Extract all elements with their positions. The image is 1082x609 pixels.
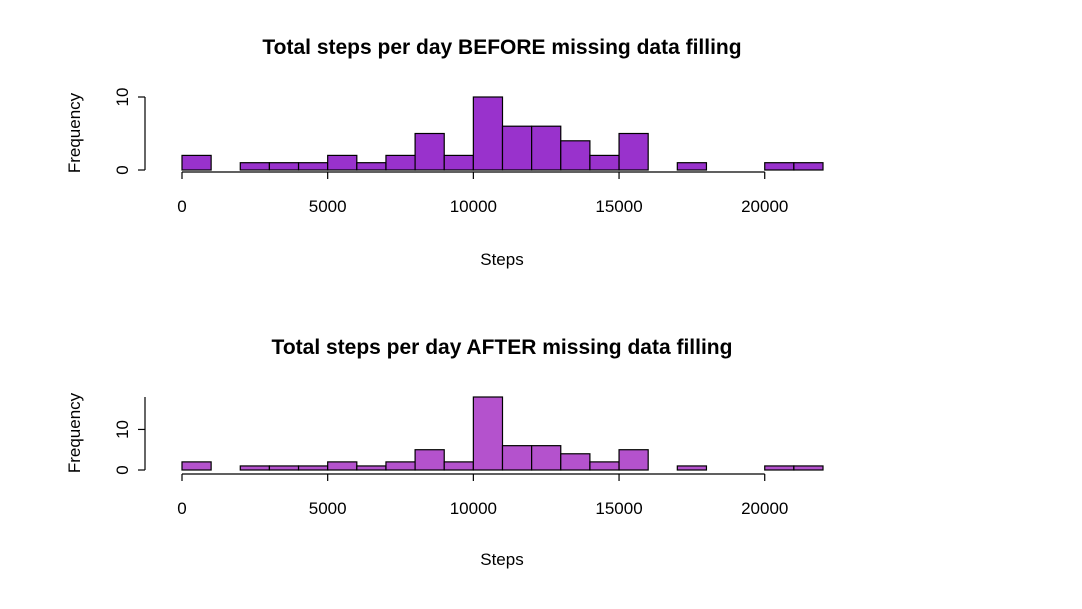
x-tick-label: 0 (177, 197, 186, 216)
histogram-bar (501, 125, 533, 171)
histogram-before: Total steps per day BEFORE missing data … (65, 36, 824, 269)
y-axis: 0 10 (113, 397, 146, 475)
histogram-bar (327, 154, 358, 171)
histogram-bar (181, 461, 212, 471)
histogram-bar (560, 453, 591, 471)
histogram-bar (268, 162, 300, 171)
histogram-bar (618, 449, 649, 471)
histogram-bar (414, 449, 445, 471)
x-tick-label: 20000 (741, 197, 788, 216)
histogram-bar (356, 162, 387, 171)
histogram-bar (531, 125, 562, 171)
histogram-bar (676, 162, 708, 171)
histogram-bar (443, 461, 474, 471)
histogram-bar (472, 396, 504, 471)
x-tick-label: 0 (177, 499, 186, 518)
histogram-bar (443, 154, 474, 171)
x-tick-label: 10000 (450, 499, 497, 518)
x-axis: 0 5000 10000 15000 20000 (177, 473, 788, 518)
y-tick-label: 10 (113, 88, 132, 107)
histogram-bar (589, 461, 620, 471)
histogram-bar (385, 461, 416, 471)
histogram-after: Total steps per day AFTER missing data f… (65, 336, 824, 569)
x-tick-label: 15000 (595, 197, 642, 216)
x-axis-label: Steps (480, 250, 523, 269)
histogram-bar (531, 445, 562, 471)
histogram-bar (181, 154, 212, 171)
chart-title: Total steps per day AFTER missing data f… (272, 336, 733, 359)
histogram-bar (239, 465, 271, 471)
histogram-bar (385, 154, 416, 171)
histogram-bar (764, 465, 795, 471)
x-tick-label: 15000 (595, 499, 642, 518)
chart-title: Total steps per day BEFORE missing data … (262, 36, 741, 59)
y-tick-label: 0 (113, 165, 132, 174)
x-tick-label: 5000 (309, 197, 347, 216)
y-tick-label: 10 (113, 420, 132, 439)
histogram-bar (793, 162, 824, 171)
y-axis-label: Frequency (65, 392, 84, 473)
histogram-bar (676, 465, 708, 471)
histogram-bar (414, 132, 445, 171)
y-axis: 0 10 (113, 88, 146, 175)
y-tick-label: 0 (113, 465, 132, 474)
x-axis: 0 5000 10000 15000 20000 (177, 171, 788, 216)
histogram-bar (560, 140, 591, 171)
x-tick-label: 5000 (309, 499, 347, 518)
histogram-bar (239, 162, 271, 171)
bars-group (181, 396, 824, 471)
histogram-bar (268, 465, 300, 471)
histogram-bar (297, 162, 329, 171)
histogram-bar (589, 154, 620, 171)
histogram-bar (327, 461, 358, 471)
histogram-bar (297, 465, 329, 471)
x-tick-label: 20000 (741, 499, 788, 518)
histogram-bar (793, 465, 824, 471)
histogram-bar (618, 132, 649, 171)
x-tick-label: 10000 (450, 197, 497, 216)
y-axis-label: Frequency (65, 92, 84, 173)
x-axis-label: Steps (480, 550, 523, 569)
histogram-bar (764, 162, 795, 171)
histogram-bar (356, 465, 387, 471)
histogram-bar (472, 96, 504, 171)
histogram-bar (501, 445, 533, 471)
bars-group (181, 96, 824, 171)
